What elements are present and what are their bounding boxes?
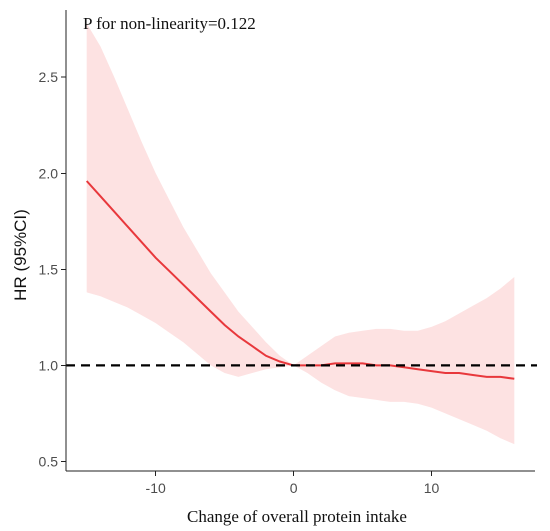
x-tick-label: 10 — [424, 480, 440, 496]
y-ticks: 0.5 1.0 1.5 2.0 2.5 — [39, 69, 66, 469]
hr-line-layer — [85, 180, 515, 380]
y-tick-label: 2.0 — [39, 165, 59, 181]
confidence-band — [86, 23, 515, 445]
x-tick-label: 0 — [290, 480, 298, 496]
x-axis-title: Change of overall protein intake — [187, 507, 407, 526]
hr-line — [85, 180, 515, 380]
nonlinearity-annotation: P for non-linearity=0.122 — [83, 14, 256, 33]
y-tick-label: 1.5 — [39, 261, 59, 277]
x-ticks: -10 0 10 — [146, 471, 440, 496]
y-tick-label: 0.5 — [39, 453, 59, 469]
axes-layer — [65, 10, 535, 472]
confidence-band-layer — [86, 23, 515, 445]
y-axis-title: HR (95%CI) — [11, 209, 30, 301]
y-tick-label: 2.5 — [39, 69, 59, 85]
x-tick-label: -10 — [146, 480, 166, 496]
y-tick-label: 1.0 — [39, 357, 59, 373]
